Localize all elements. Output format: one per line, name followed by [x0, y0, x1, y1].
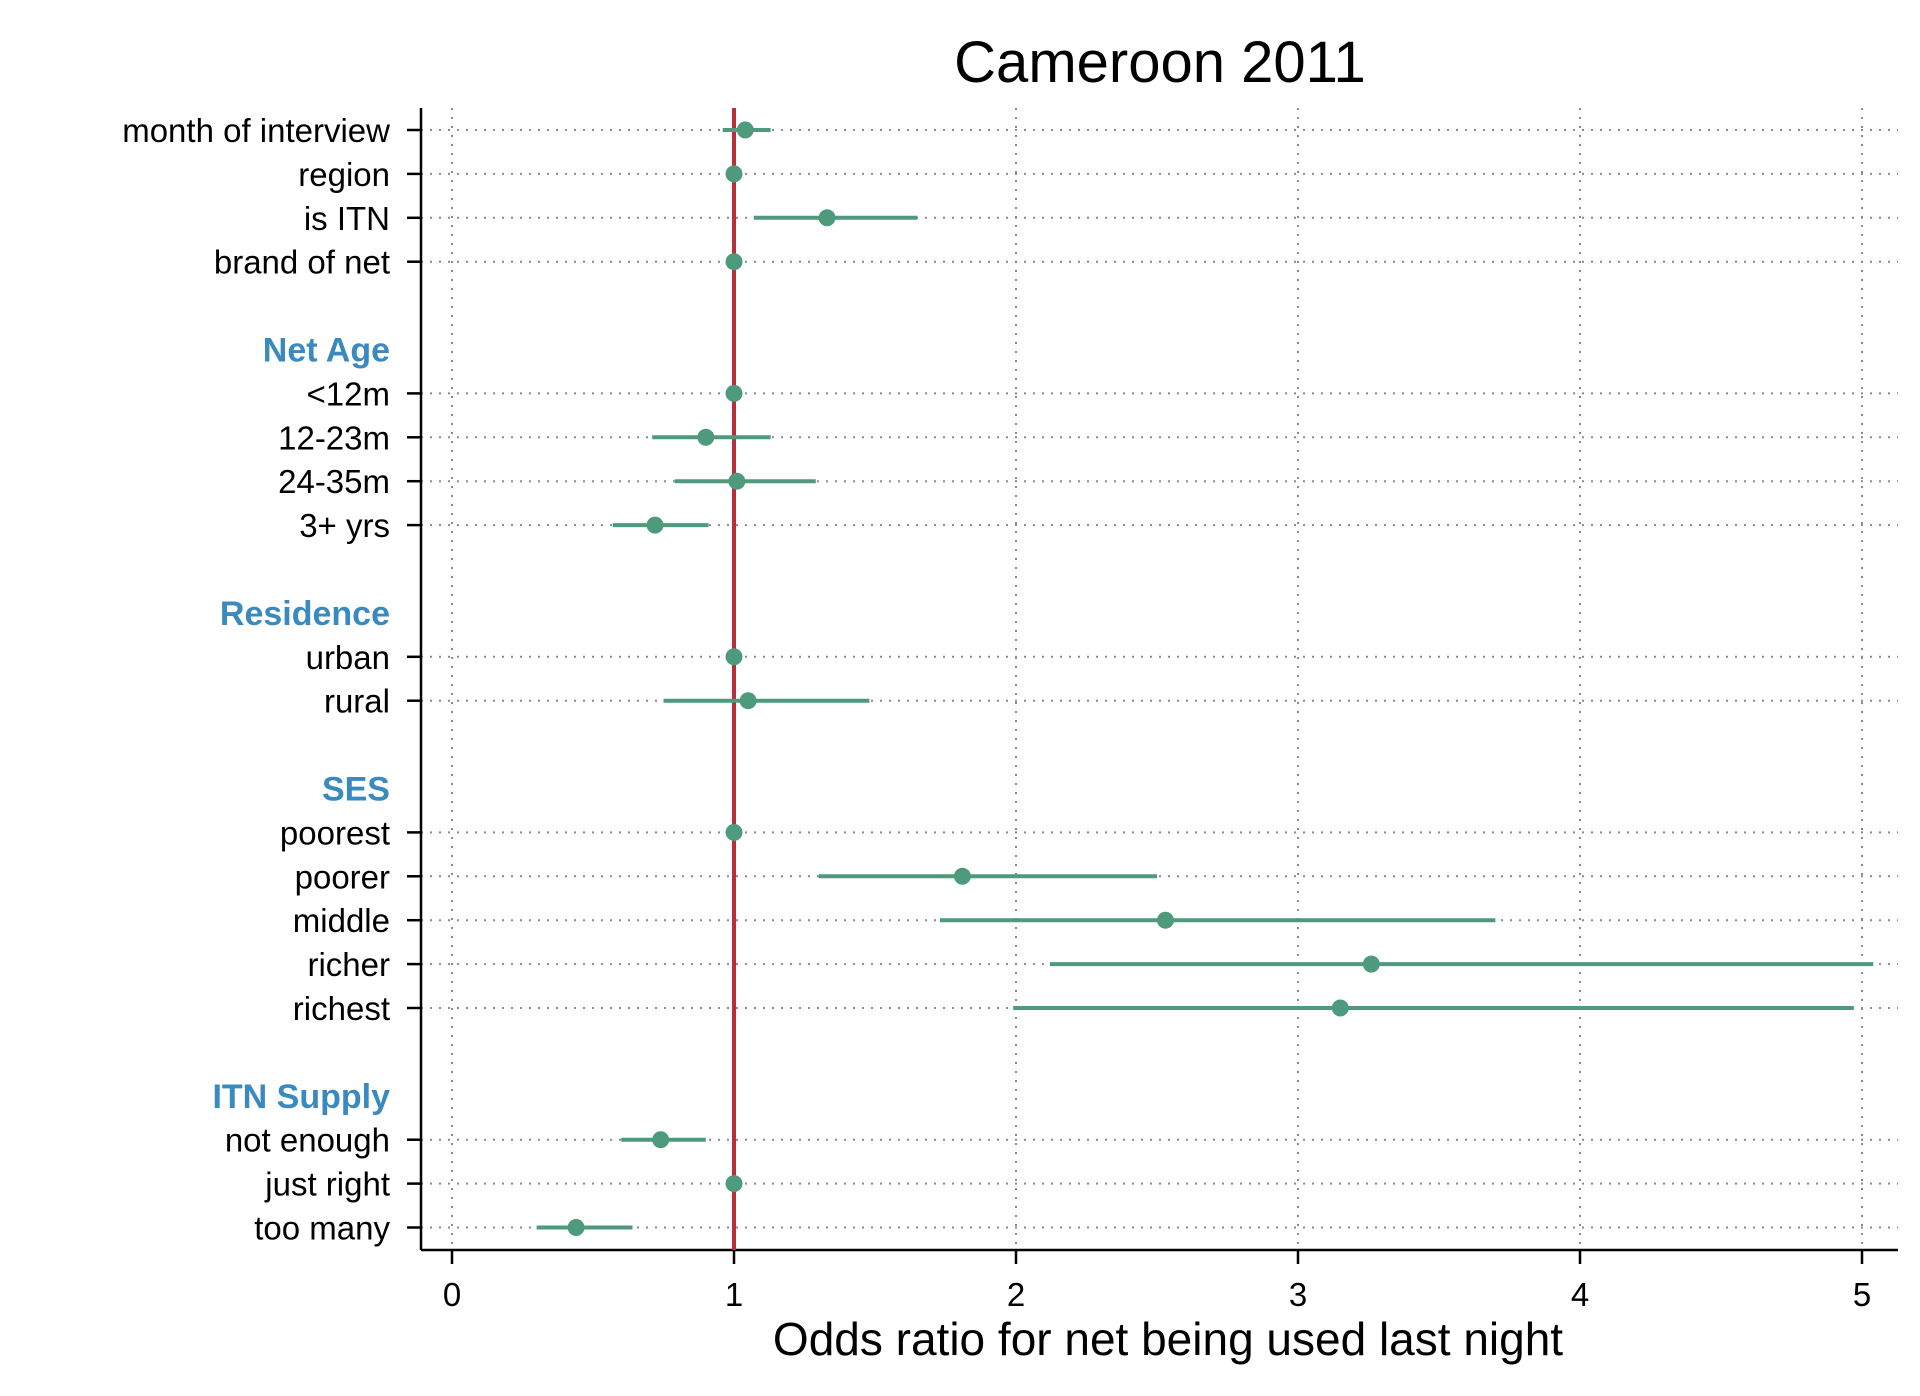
row-label: month of interview: [122, 112, 390, 149]
group-heading: ITN Supply: [212, 1078, 390, 1116]
row-label: 24-35m: [278, 463, 390, 500]
estimate-point: [736, 121, 754, 139]
x-axis-title: Odds ratio for net being used last night: [773, 1313, 1563, 1365]
x-tick-label: 1: [725, 1276, 743, 1313]
row-label: richest: [293, 990, 390, 1027]
estimate-point: [1331, 999, 1349, 1017]
row-label: region: [298, 156, 390, 193]
row-label: middle: [293, 902, 390, 939]
estimate-point: [953, 867, 971, 885]
row-label: poorest: [280, 814, 390, 851]
row-label: is ITN: [304, 200, 390, 237]
x-tick-labels: 0 1 2 3 4 5: [443, 1276, 1871, 1313]
row-label: just right: [264, 1166, 390, 1203]
estimate-point: [725, 165, 743, 183]
estimate-point: [725, 823, 743, 841]
row-label: 12-23m: [278, 419, 390, 456]
estimate-point: [725, 1175, 743, 1193]
estimate-point: [646, 516, 664, 534]
estimate-point: [728, 472, 746, 490]
estimate-point: [1156, 911, 1174, 929]
x-tick-label: 2: [1007, 1276, 1025, 1313]
row-label: poorer: [295, 858, 390, 895]
row-label: 3+ yrs: [299, 507, 390, 544]
estimate-point: [652, 1131, 670, 1149]
row-label: richer: [307, 946, 390, 983]
row-labels: month of interview region is ITN brand of n…: [122, 112, 390, 1247]
row-label: too many: [254, 1210, 390, 1247]
estimate-point: [725, 253, 743, 271]
row-label: not enough: [225, 1122, 390, 1159]
row-label: <12m: [307, 375, 390, 412]
grid-lines: [421, 108, 1898, 1250]
estimate-point: [818, 209, 836, 227]
confidence-intervals: [536, 128, 1874, 1230]
x-tick-label: 4: [1571, 1276, 1589, 1313]
estimate-point: [1362, 955, 1380, 973]
point-estimates: [567, 121, 1380, 1236]
estimate-point: [725, 648, 743, 666]
row-label: rural: [324, 683, 390, 720]
row-label: urban: [306, 639, 390, 676]
estimate-point: [725, 384, 743, 402]
estimate-point: [739, 692, 757, 710]
estimate-point: [567, 1219, 585, 1236]
group-heading: Net Age: [263, 332, 390, 370]
x-tick-label: 0: [443, 1276, 461, 1313]
chart-title: Cameroon 2011: [954, 30, 1366, 95]
x-tick-label: 3: [1289, 1276, 1307, 1313]
estimate-point: [697, 428, 715, 446]
axes: [407, 108, 1898, 1264]
row-label: brand of net: [214, 244, 390, 281]
x-tick-label: 5: [1853, 1276, 1871, 1313]
group-heading: SES: [322, 771, 390, 809]
group-heading: Residence: [220, 595, 390, 633]
